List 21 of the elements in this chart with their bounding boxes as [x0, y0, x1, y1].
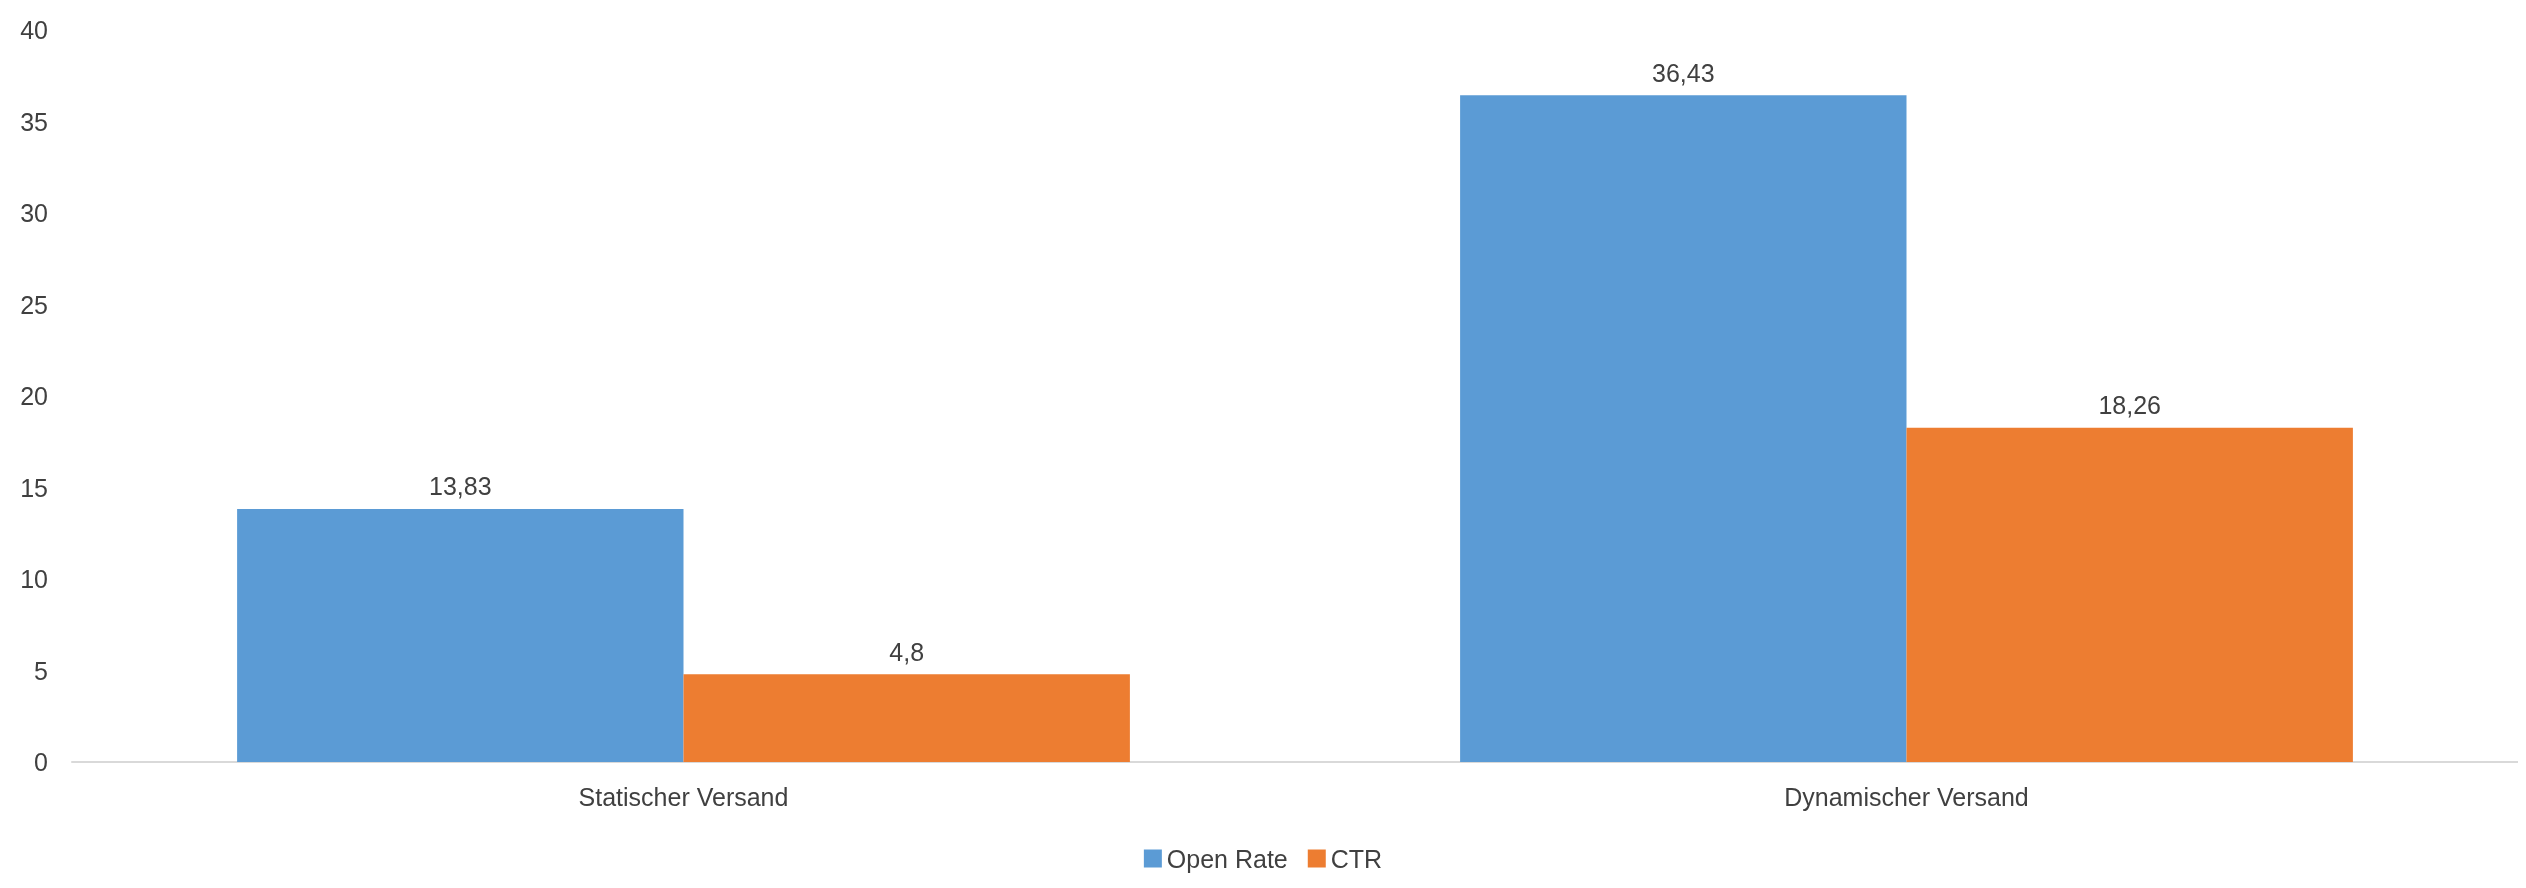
y-tick-label: 35	[20, 107, 48, 136]
x-tick-label: Dynamischer Versand	[1784, 782, 2029, 811]
y-tick-label: 0	[34, 748, 48, 776]
legend-label: Open Rate	[1166, 844, 1288, 873]
data-label: 13,83	[429, 472, 492, 501]
x-tick-label: Statischer Versand	[578, 782, 789, 811]
y-tick-label: 20	[20, 382, 48, 410]
y-tick-label: 25	[20, 290, 48, 319]
y-tick-label: 40	[20, 16, 48, 44]
data-label: 36,43	[1652, 58, 1715, 87]
y-tick-label: 5	[34, 656, 48, 685]
bar	[237, 508, 684, 762]
bar	[1906, 427, 2353, 762]
data-label: 4,8	[889, 637, 925, 666]
legend-label: CTR	[1330, 844, 1383, 873]
data-label: 18,26	[2098, 391, 2161, 420]
y-tick-label: 10	[20, 565, 48, 593]
y-tick-label: 15	[20, 473, 48, 502]
bar	[683, 674, 1130, 762]
y-tick-label: 30	[20, 199, 48, 227]
bar	[1460, 95, 1907, 762]
